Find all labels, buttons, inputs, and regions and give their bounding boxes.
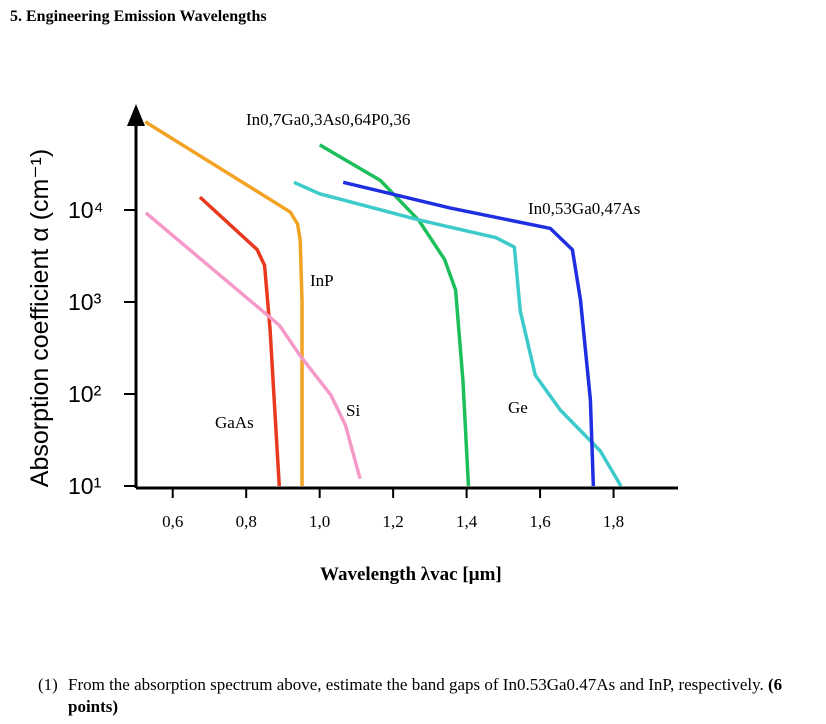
series-label: GaAs bbox=[215, 413, 254, 432]
series-label: Si bbox=[346, 401, 360, 420]
y-tick-label: 10³ bbox=[68, 289, 102, 315]
x-tick-label: 1,4 bbox=[456, 512, 478, 531]
series-label: In0,7Ga0,3As0,64P0,36 bbox=[246, 110, 410, 129]
series-line bbox=[144, 211, 362, 480]
series-label: InP bbox=[310, 271, 334, 290]
series-line bbox=[144, 120, 304, 486]
series-line bbox=[198, 195, 282, 487]
question: (1) From the absorption spectrum above, … bbox=[38, 674, 798, 718]
y-tick-label: 10⁴ bbox=[68, 197, 103, 223]
series-line bbox=[318, 143, 471, 487]
heading: 5. Engineering Emission Wavelengths bbox=[10, 8, 267, 25]
series-line bbox=[293, 180, 623, 487]
question-number: (1) bbox=[38, 675, 58, 694]
x-tick-label: 1,2 bbox=[383, 512, 404, 531]
question-points: (6 points) bbox=[68, 675, 783, 716]
x-tick-label: 0,8 bbox=[236, 512, 257, 531]
series-line bbox=[342, 180, 596, 487]
series-label: In0,53Ga0,47As bbox=[528, 199, 640, 218]
series-label: Ge bbox=[508, 398, 528, 417]
y-tick-label: 10² bbox=[68, 381, 102, 407]
x-axis-label: Wavelength λvac [µm] bbox=[320, 564, 502, 585]
chart: Wavelength λvac [µm] Absorption coeffici… bbox=[26, 104, 678, 585]
question-text: From the absorption spectrum above, esti… bbox=[68, 675, 764, 694]
y-axis-label: Absorption coefficient α (cm⁻¹) bbox=[26, 149, 54, 487]
axis-arrow bbox=[127, 104, 145, 126]
y-tick-label: 10¹ bbox=[68, 473, 102, 499]
x-tick-label: 1,6 bbox=[529, 512, 550, 531]
x-tick-label: 0,6 bbox=[162, 512, 183, 531]
x-tick-label: 1,8 bbox=[603, 512, 624, 531]
x-tick-label: 1,0 bbox=[309, 512, 330, 531]
